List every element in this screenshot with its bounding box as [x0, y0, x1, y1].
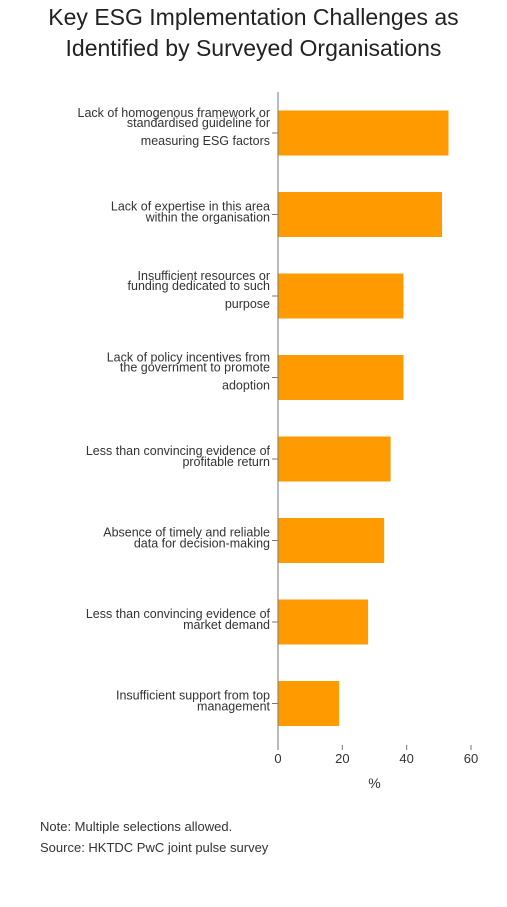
- x-tick-label: 20: [335, 751, 349, 766]
- category-label-line: market demand: [183, 618, 270, 632]
- category-label-line: within the organisation: [145, 211, 270, 225]
- category-label-line: management: [197, 700, 270, 714]
- bar-8: [278, 681, 340, 726]
- category-labels: Lack of homogenous framework orstandardi…: [78, 106, 271, 714]
- category-label-line: the government to promote: [120, 361, 270, 375]
- source-text: Source: HKTDC PwC joint pulse survey: [40, 840, 269, 855]
- x-axis: 0 20 40 60: [274, 745, 478, 766]
- x-tick-label: 40: [399, 751, 413, 766]
- x-axis-title: %: [368, 775, 380, 791]
- chart-title-line-2: Identified by Surveyed Organisations: [65, 35, 442, 61]
- chart-title: Key ESG Implementation Challenges as Ide…: [0, 2, 507, 64]
- category-label-1: Lack of homogenous framework orstandardi…: [78, 106, 270, 148]
- category-label-line: Insufficient resources or: [138, 269, 270, 283]
- category-label-line: funding dedicated to such: [128, 279, 271, 293]
- category-label-line: Less than convincing evidence of: [86, 607, 271, 621]
- category-label-line: profitable return: [182, 455, 270, 469]
- bar-5: [278, 436, 391, 482]
- category-label-line: Less than convincing evidence of: [86, 444, 271, 458]
- bar-7: [278, 599, 369, 645]
- note-text: Note: Multiple selections allowed.: [40, 819, 233, 834]
- category-label-line: measuring ESG factors: [141, 134, 270, 148]
- bar-1: [278, 110, 449, 156]
- category-label-line: Lack of expertise in this area: [111, 200, 270, 214]
- x-tick-label: 60: [464, 751, 478, 766]
- category-label-line: adoption: [222, 379, 270, 393]
- category-label-line: standardised guideline for: [127, 116, 270, 130]
- category-label-line: Lack of homogenous framework or: [78, 106, 270, 120]
- category-label-line: data for decision-making: [134, 537, 270, 551]
- y-axis: [272, 92, 279, 745]
- chart-title-line-1: Key ESG Implementation Challenges as: [48, 4, 459, 30]
- bar-2: [278, 192, 443, 237]
- category-label-line: Insufficient support from top: [116, 689, 270, 703]
- x-tick-label: 0: [274, 751, 281, 766]
- bar-3: [278, 273, 404, 319]
- category-label-line: Absence of timely and reliable: [103, 526, 270, 540]
- bar-4: [278, 355, 404, 400]
- category-label-5: Less than convincing evidence ofprofitab…: [86, 444, 271, 469]
- bar-chart: Lack of homogenous framework orstandardi…: [78, 92, 478, 791]
- category-label-line: Lack of policy incentives from: [107, 351, 270, 365]
- footnotes: Note: Multiple selections allowed. Sourc…: [40, 816, 268, 858]
- bars-group: [278, 110, 449, 726]
- bar-6: [278, 518, 385, 563]
- category-label-line: purpose: [225, 297, 270, 311]
